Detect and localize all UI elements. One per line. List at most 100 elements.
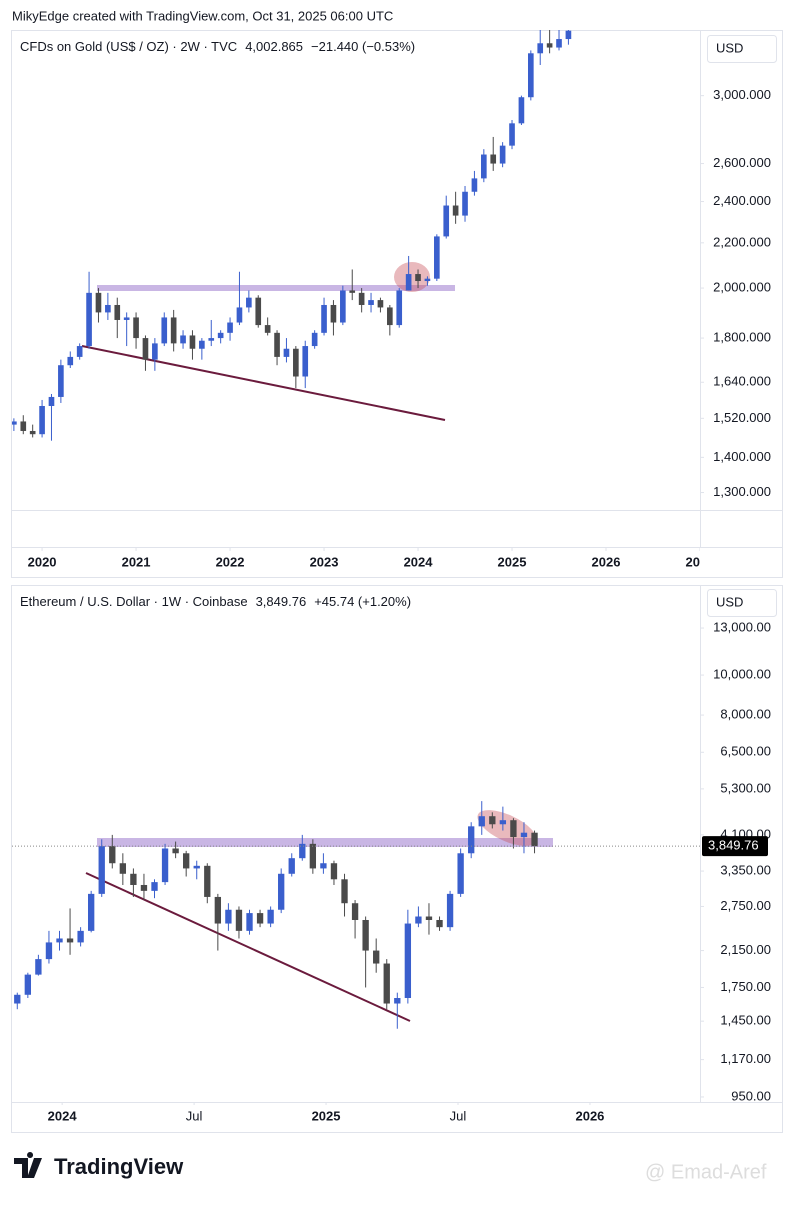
last: 3,849.76 <box>256 594 307 609</box>
candle-body <box>499 820 507 825</box>
attribution: MikyEdge created with TradingView.com, O… <box>12 8 393 23</box>
candle-body <box>246 913 253 931</box>
brand: TradingView <box>54 1154 184 1179</box>
candle-body <box>76 346 83 357</box>
axes: 3,000.000 2,600.000 2,400.000 2,200.000 2,00… <box>700 87 771 1103</box>
candle-body <box>225 909 232 924</box>
resistance-zone <box>97 838 553 847</box>
candle-body <box>405 274 412 291</box>
y-tick-label: 13,000.00 <box>713 619 771 634</box>
candle-body <box>531 832 538 847</box>
candle-body <box>358 292 365 305</box>
last-price-box <box>702 836 768 857</box>
trend-line <box>85 872 411 1022</box>
candle-body <box>151 882 158 891</box>
y-tick-label: 2,400.000 <box>713 193 771 208</box>
candle-body <box>114 304 121 320</box>
candle-body <box>283 348 290 357</box>
candle-body <box>481 154 487 179</box>
y-tick-label: 1,800.000 <box>713 330 771 345</box>
candle-body <box>172 848 179 854</box>
candle-body <box>66 938 74 943</box>
candle-body <box>320 863 327 869</box>
highlight-ellipse <box>394 262 430 292</box>
currency[interactable]: USD <box>716 40 743 55</box>
currency-box[interactable] <box>707 589 777 617</box>
candle-body <box>204 865 211 897</box>
candle-body <box>520 832 528 838</box>
x-tick-label: 2025 <box>498 554 527 569</box>
candle-body <box>161 317 168 344</box>
candle-body <box>468 826 475 854</box>
candle-body <box>518 97 525 124</box>
candle-body <box>528 53 534 98</box>
candle-body <box>288 858 295 874</box>
y-tick-label: 1,520.000 <box>713 410 771 425</box>
candle-body <box>299 843 306 859</box>
x-tick-label: 2022 <box>216 554 245 569</box>
y-tick-label: 1,750.00 <box>720 979 771 994</box>
watermark: @ Emad-Aref <box>645 1161 767 1183</box>
candle-body <box>105 304 111 313</box>
candle-body <box>256 913 264 924</box>
x-tick-label: 2020 <box>28 554 57 569</box>
candle-body <box>452 205 459 216</box>
candle-body <box>489 816 496 825</box>
y-tick-label: 3,000.000 <box>713 87 771 102</box>
currency[interactable]: USD <box>716 594 743 609</box>
last-price-label: 3,849.76 <box>708 838 759 853</box>
candle-body <box>29 430 36 435</box>
candle-body <box>293 348 299 377</box>
title: CFDs on Gold (US$ / OZ) · 2W · TVC <box>20 39 237 54</box>
x-tick-label: Jul <box>186 1108 203 1123</box>
candle-body <box>183 853 190 869</box>
candle-body <box>537 43 544 54</box>
candle-body <box>415 274 421 282</box>
candle-body <box>227 322 233 333</box>
candle-body <box>170 317 177 344</box>
x-tick-label: Jul <box>450 1108 467 1123</box>
candle-body <box>446 893 454 928</box>
candle-body <box>189 335 196 349</box>
candle-body <box>77 930 84 943</box>
candle-body <box>510 820 517 838</box>
x-tick-label: 2026 <box>592 554 621 569</box>
candle-body <box>193 865 200 869</box>
y-tick-label: 2,150.00 <box>720 942 771 957</box>
candle-body <box>264 325 271 333</box>
candle-body <box>39 405 45 435</box>
x-tick-label: 2024 <box>48 1108 78 1123</box>
x-tick-label: 2024 <box>404 554 434 569</box>
candle-body <box>330 863 338 880</box>
annotations <box>85 810 553 1022</box>
y-tick-label: 1,300.000 <box>713 484 771 499</box>
y-tick-label: 950.00 <box>731 1088 771 1103</box>
plot <box>12 801 700 1029</box>
candle-body <box>349 290 356 293</box>
y-tick-label: 8,000.00 <box>720 707 771 722</box>
candle-body <box>208 338 215 341</box>
currency-box[interactable] <box>707 35 777 63</box>
candle-body <box>368 300 374 305</box>
x-tick-label: 2021 <box>122 554 151 569</box>
y-tick-label: 5,300.00 <box>720 780 771 795</box>
candle-body <box>302 346 309 377</box>
candle-body <box>377 300 384 308</box>
plot <box>12 30 572 441</box>
candle-body <box>383 963 390 1004</box>
y-tick-label: 2,000.000 <box>713 280 771 295</box>
candle-body <box>425 916 433 920</box>
candle-body <box>311 332 318 347</box>
candle-body <box>462 191 468 216</box>
candle-body <box>415 916 422 924</box>
candle-body <box>424 278 431 282</box>
candle-body <box>471 178 478 192</box>
candle-body <box>509 123 515 146</box>
time-axis: 2020 2021 2022 2023 2024 2025 2026 2027 <box>28 548 700 569</box>
logo <box>14 1152 42 1178</box>
y-tick-label: 3,350.00 <box>720 863 771 878</box>
candle-body <box>556 39 562 48</box>
symbol-title: CFDs on Gold (US$ / OZ) · 2W · TVC 4,002.… <box>20 39 415 54</box>
candle-body <box>217 332 224 339</box>
x-tick-label: 2023 <box>310 554 339 569</box>
